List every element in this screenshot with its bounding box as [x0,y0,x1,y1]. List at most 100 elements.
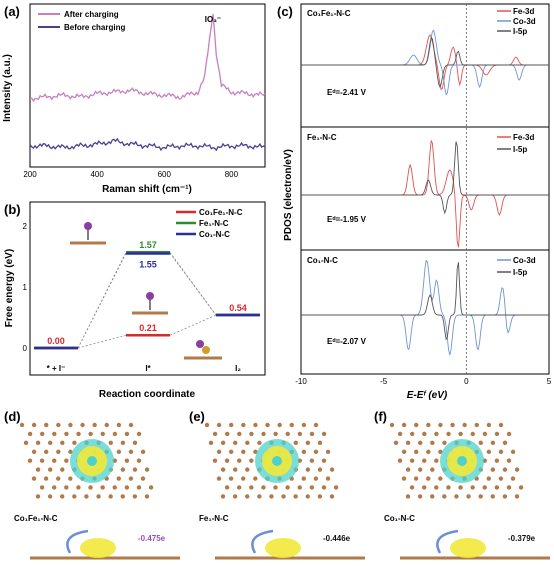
carbon-atom [434,458,439,463]
carbon-atom [132,467,138,472]
carbon-atom [482,485,487,490]
carbon-atom [277,422,282,428]
carbon-atom [257,494,262,499]
carbon-atom [474,422,479,428]
carbon-atom [486,449,492,454]
carbon-atom [124,431,130,437]
carbon-atom [88,485,93,490]
carbon-atom [317,494,323,499]
charge-transfer-arrow [66,529,89,554]
carbon-atom [261,485,266,490]
energy-value-label: 1.55 [139,259,157,269]
step-adsorbed-label: I* [145,364,151,373]
carbon-atom [68,449,73,454]
carbon-atom [253,422,258,428]
legend-fe3d-2: Fe-3d [513,133,534,142]
pdos-fe3d-curve-cofe [301,34,549,91]
carbon-atom [92,422,97,428]
pdos-title-fe: Fe₁-N-C [307,133,337,142]
carbon-atom [39,485,45,490]
carbon-atom [458,485,463,490]
carbon-atom [410,431,415,437]
carbon-atom [88,431,93,437]
carbon-atom [450,422,455,428]
carbon-atom [72,494,77,499]
legend-co3d-1: Co-3d [513,17,536,26]
carbon-atom [35,467,41,472]
carbon-atom [120,467,126,472]
charge-transfer-cofe: -0.475e [138,534,166,543]
structure-panel-d: (d) Co₁Fe₁-N-C -0.475e [0,403,185,570]
pdos-xlabel: E-Eᶠ (eV) [407,390,448,400]
carbon-atom [397,458,403,463]
carbon-atom [478,440,483,446]
panel-label-f: (f) [374,409,387,424]
panel-label-a: (a) [4,4,20,19]
carbon-atom [253,476,258,481]
carbon-atom [76,431,81,437]
charge-transfer-arrow [436,529,459,554]
carbon-atom [233,467,238,472]
pdos-axes-frame [300,3,550,375]
carbon-atom [44,449,49,454]
energy-connector [169,314,217,336]
carbon-atom [241,476,246,481]
carbon-atom [136,431,142,437]
carbon-atom [245,494,250,499]
carbon-atom [321,485,327,490]
carbon-atom [261,431,266,437]
raman-axes-frame [29,3,266,168]
carbon-atom [64,431,69,437]
carbon-atom [249,485,254,490]
carbon-atom [389,422,395,428]
carbon-atom [220,440,226,446]
carbon-atom [232,494,238,499]
carbon-atom [47,494,53,499]
carbon-atom [514,467,520,472]
carbon-atom [241,449,246,454]
carbon-atom [112,485,117,490]
structure-panel-f: (f) Co₁-N-C -0.379e [370,403,554,570]
carbon-atom [31,449,37,454]
carbon-atom [510,449,516,454]
carbon-atom [237,458,242,463]
carbon-atom [494,485,500,490]
carbon-atom [208,440,214,446]
carbon-atom [228,476,234,481]
d-band-center-cofe: Eᵈ=-2.41 V [327,88,367,97]
side-view-charge-lobe [80,538,116,558]
carbon-atom [486,476,491,481]
carbon-atom [241,422,246,428]
structure-name-cofe: Co₁Fe₁-N-C [14,514,58,523]
legend-after-charging: After charging [64,10,119,19]
carbon-atom [60,440,65,446]
carbon-atom [40,431,45,437]
carbon-atom [486,422,492,428]
carbon-atom [502,494,508,499]
carbon-atom [132,494,138,499]
free-energy-xlabel: Reaction coordinate [99,389,196,400]
carbon-atom [446,485,451,490]
carbon-atom [257,440,262,446]
carbon-atom [502,440,508,446]
carbon-atom [498,476,504,481]
carbon-atom [305,494,310,499]
carbon-atom [502,467,508,472]
panel-label-d: (d) [4,409,21,424]
free-energy-ytick-2: 2 [23,222,28,231]
legend-cofe: Co₁Fe₁-N-C [199,208,243,217]
carbon-atom [104,422,109,428]
carbon-atom [478,494,483,499]
carbon-atom [237,431,242,437]
energy-levels: 0.00 0.21 0.54 1.57 1.55 [34,240,260,350]
carbon-atom [56,449,61,454]
carbon-atom [281,494,286,499]
carbon-atom [401,422,407,428]
carbon-atom [229,422,234,428]
carbon-atom [265,422,270,428]
carbon-atom [116,449,122,454]
raman-panel: (a) Intensity (a.u.) Raman shift (cm⁻¹) … [0,0,275,195]
carbon-atom [39,458,45,463]
raman-ylabel: Intensity (a.u.) [2,54,13,122]
carbon-atom [140,476,146,481]
